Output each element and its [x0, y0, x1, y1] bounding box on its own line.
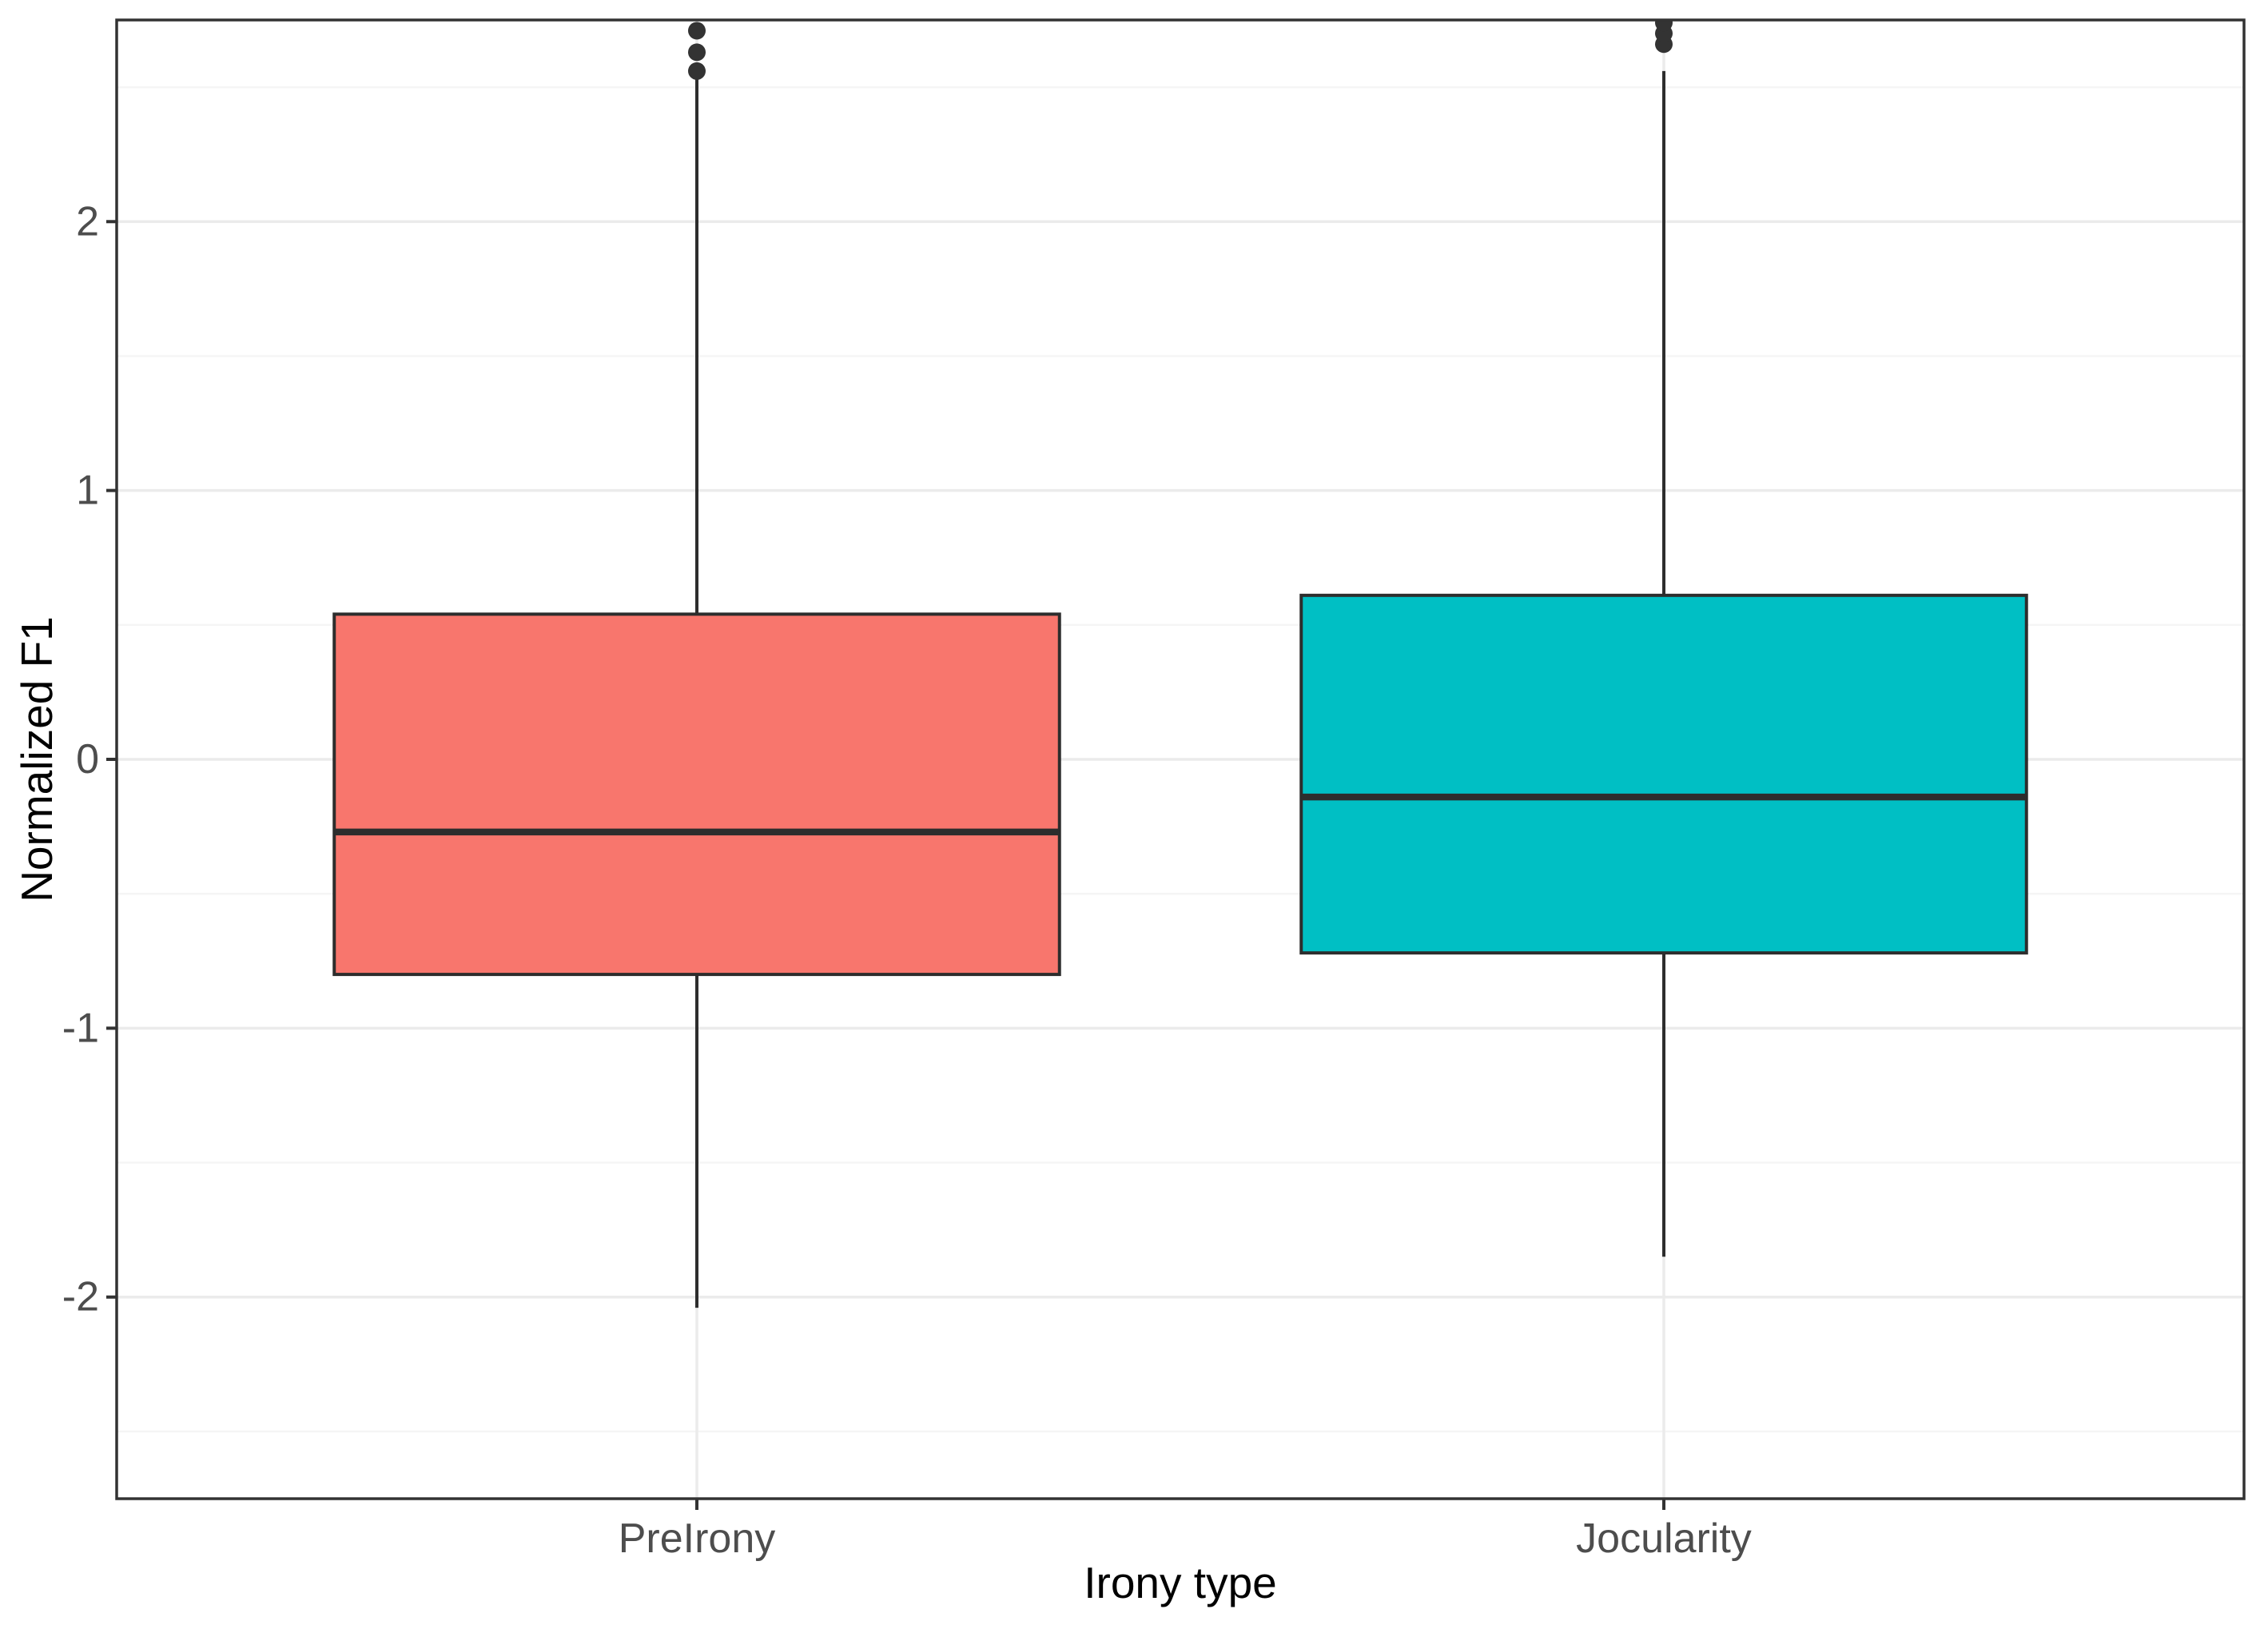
y-axis-title: Normalized F1	[12, 616, 62, 902]
data-layer	[332, 20, 2028, 1308]
box-group-jocularity	[1299, 20, 2028, 1257]
y-tick-label: 0	[76, 736, 99, 783]
box-preirony	[332, 612, 1061, 977]
y-tick-label: 2	[76, 198, 99, 245]
x-tick-label-preirony: PreIrony	[619, 1515, 776, 1562]
box-jocularity	[1299, 593, 2028, 955]
axis-layer: 2 1 0 -1 -2 PreIrony Jocularity	[62, 198, 1752, 1562]
outlier-dot-preirony	[688, 22, 706, 40]
box-group-preirony	[332, 22, 1061, 1308]
y-tick-label: -2	[62, 1274, 99, 1320]
x-axis-title: Irony type	[1084, 1558, 1277, 1607]
y-tick-label: -1	[62, 1005, 99, 1051]
outlier-dot-preirony	[688, 62, 706, 80]
x-tick-label-jocularity: Jocularity	[1576, 1515, 1752, 1562]
outlier-dot-jocularity	[1655, 20, 1673, 32]
outlier-dot-preirony	[688, 43, 706, 62]
y-tick-label: 1	[76, 468, 99, 514]
